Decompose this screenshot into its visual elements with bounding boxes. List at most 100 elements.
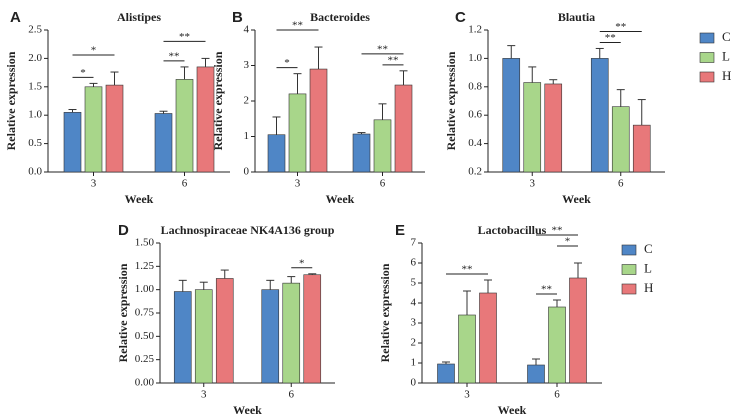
y-tick-label: 1.50 <box>135 237 155 249</box>
significance-label: * <box>80 67 86 79</box>
y-tick-label: 5 <box>411 277 417 289</box>
x-axis-label: Week <box>125 192 154 206</box>
chart-title: Bacteroides <box>310 10 370 24</box>
legend-label: L <box>644 260 652 275</box>
y-tick-label: 0.2 <box>468 166 482 178</box>
y-tick-label: 0.8 <box>468 80 482 92</box>
bar <box>548 306 566 384</box>
y-tick-label: 0.0 <box>28 166 42 178</box>
y-tick-label: 0 <box>411 377 417 389</box>
y-tick-label: 2.5 <box>28 24 42 36</box>
bar <box>63 112 82 173</box>
x-tick-label: 6 <box>618 178 624 190</box>
y-tick-label: 7 <box>411 237 417 249</box>
y-tick-label: 3 <box>411 317 417 329</box>
x-axis-label: Week <box>498 403 527 417</box>
x-tick-label: 3 <box>295 178 301 190</box>
significance-label: ** <box>605 32 616 44</box>
y-tick-label: 0.50 <box>135 330 155 342</box>
y-tick-label: 0.5 <box>28 137 42 149</box>
legend-label: H <box>722 68 731 83</box>
y-axis-label: Relative expression <box>444 51 458 150</box>
significance-label: ** <box>292 20 303 32</box>
bar <box>394 84 413 173</box>
y-tick-label: 2 <box>411 337 417 349</box>
bar <box>611 106 630 173</box>
y-tick-label: 0.6 <box>468 109 482 121</box>
x-tick-label: 6 <box>554 389 560 401</box>
bar <box>194 289 213 384</box>
y-axis-label: Relative expression <box>116 263 130 362</box>
significance-label: * <box>565 236 571 248</box>
bar <box>590 58 609 173</box>
significance-label: ** <box>169 50 180 62</box>
bar <box>569 277 587 384</box>
y-tick-label: 6 <box>411 257 417 269</box>
legend-label: H <box>644 280 653 295</box>
y-tick-label: 0.00 <box>135 377 155 389</box>
bar <box>437 363 455 384</box>
bar <box>479 292 497 384</box>
y-tick-label: 1.0 <box>468 52 482 64</box>
significance-label: * <box>91 45 97 57</box>
bar <box>215 278 234 384</box>
x-tick-label: 3 <box>464 389 470 401</box>
y-tick-label: 0.25 <box>135 353 155 365</box>
y-tick-label: 1 <box>411 357 417 369</box>
bar <box>502 58 521 173</box>
legend-swatch <box>699 71 715 83</box>
y-tick-label: 1.00 <box>135 283 155 295</box>
bar <box>632 124 651 173</box>
chart-title: Blautia <box>558 10 595 24</box>
significance-label: ** <box>552 225 563 237</box>
y-tick-label: 1.0 <box>28 109 42 121</box>
y-tick-label: 2.0 <box>28 52 42 64</box>
bar <box>527 364 545 384</box>
panel-letter: B <box>232 9 243 26</box>
significance-label: * <box>284 57 290 69</box>
bar <box>303 274 322 384</box>
y-tick-label: 1.25 <box>135 260 155 272</box>
panel-letter: C <box>455 9 466 26</box>
significance-label: * <box>299 257 305 269</box>
significance-label: ** <box>388 54 399 66</box>
panel-letter: A <box>10 9 21 26</box>
legend-swatch <box>699 52 715 63</box>
legend-label: C <box>722 29 731 44</box>
y-tick-label: 1.5 <box>28 80 42 92</box>
x-tick-label: 3 <box>201 389 207 401</box>
bar <box>84 86 103 173</box>
bar <box>105 84 124 173</box>
bar <box>523 82 542 173</box>
significance-label: ** <box>615 21 626 33</box>
y-tick-label: 0.4 <box>468 137 482 149</box>
bar <box>288 93 307 173</box>
x-axis-label: Week <box>233 403 262 417</box>
legend-swatch <box>621 264 637 275</box>
bar <box>352 133 371 173</box>
legend-swatch <box>621 244 637 256</box>
x-axis-label: Week <box>562 192 591 206</box>
y-tick-label: 1.2 <box>468 24 482 36</box>
y-tick-label: 4 <box>244 24 250 36</box>
bar <box>544 83 563 173</box>
bar <box>267 134 286 173</box>
x-tick-label: 6 <box>289 389 295 401</box>
significance-label: ** <box>377 43 388 55</box>
legend-label: C <box>644 241 653 256</box>
y-axis-label: Relative expression <box>378 263 392 362</box>
x-axis-label: Week <box>326 192 355 206</box>
x-tick-label: 3 <box>91 178 97 190</box>
bar <box>373 119 392 173</box>
y-tick-label: 0.75 <box>135 307 155 319</box>
chart-title: Alistipes <box>117 10 161 24</box>
y-tick-label: 0 <box>244 166 250 178</box>
significance-label: ** <box>179 31 190 43</box>
significance-label: ** <box>462 264 473 276</box>
bar <box>173 291 192 384</box>
legend-swatch <box>621 283 637 295</box>
significance-label: ** <box>541 284 552 296</box>
y-tick-label: 3 <box>244 59 250 71</box>
x-tick-label: 3 <box>530 178 536 190</box>
